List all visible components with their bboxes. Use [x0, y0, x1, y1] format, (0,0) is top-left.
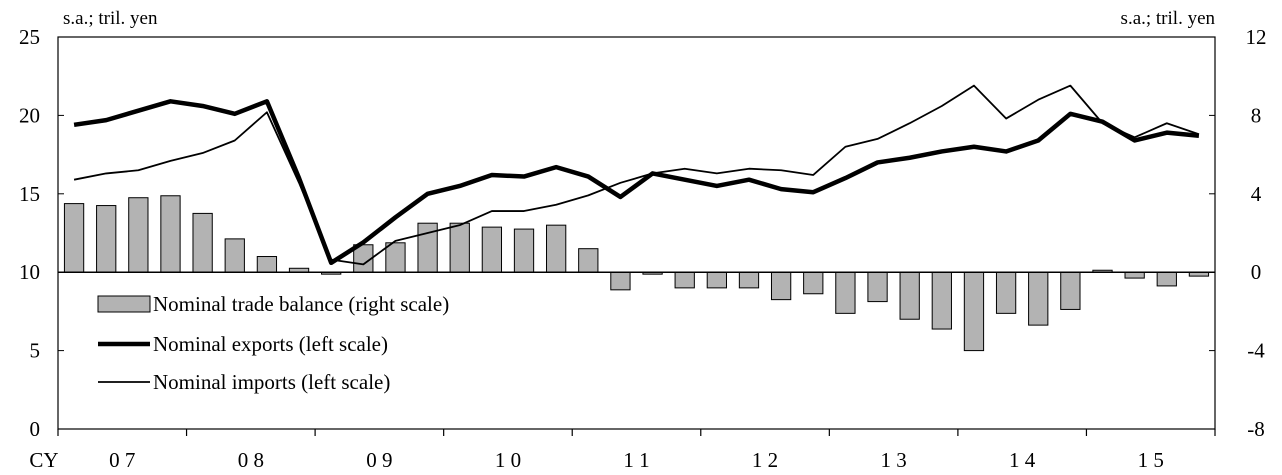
x-year-label: 1 5: [1138, 448, 1164, 472]
trade-balance-bar: [995, 271, 1017, 314]
left-tick-label: 0: [30, 417, 41, 441]
trade-balance-bar: [546, 224, 567, 273]
trade-balance-bar: [610, 271, 631, 291]
trade-balance-bar: [449, 222, 470, 273]
x-axis-prefix: CY: [29, 448, 58, 472]
trade-balance-bar: [578, 248, 599, 273]
x-year-label: 1 4: [1009, 448, 1036, 472]
exports-line: [73, 99, 1200, 266]
imports-line: [73, 84, 1200, 266]
trade-balance-bar: [835, 271, 856, 314]
right-unit-label: s.a.; tril. yen: [1121, 8, 1216, 29]
trade-balance-bar: [770, 271, 792, 301]
legend-label: Nominal imports (left scale): [153, 370, 390, 394]
trade-balance-bar: [481, 226, 503, 273]
trade-lines: [73, 84, 1200, 266]
trade-balance-bar: [963, 271, 985, 352]
trade-balance-bar: [192, 212, 213, 273]
left-tick-label: 20: [19, 103, 40, 127]
left-unit-label: s.a.; tril. yen: [63, 8, 158, 29]
trade-balance-bar: [385, 242, 406, 273]
trade-balance-bars: [63, 195, 1210, 352]
right-tick-label: 8: [1251, 103, 1262, 127]
trade-balance-bar: [706, 271, 727, 289]
right-tick-label: 12: [1246, 25, 1267, 49]
trade-balance-bar: [513, 228, 535, 273]
legend-swatch-bar: [97, 295, 151, 313]
trade-balance-bar: [256, 256, 278, 273]
right-tick-label: -4: [1247, 339, 1265, 363]
trade-balance-bar: [224, 238, 245, 273]
left-tick-label: 5: [30, 339, 41, 363]
legend-label: Nominal trade balance (right scale): [153, 292, 449, 316]
legend: Nominal trade balance (right scale) Nomin…: [97, 292, 449, 394]
x-year-label: 0 9: [366, 448, 392, 472]
axes: 0 5 10 15 20 25 -8 -4 0 4 8 12 0 7 0 8 0 9 1 0 1 1 1 2 1 3…: [19, 25, 1267, 472]
x-year-label: 0 8: [238, 448, 264, 472]
x-year-label: 1 2: [752, 448, 778, 472]
legend-label: Nominal exports (left scale): [153, 332, 388, 356]
x-year-label: 0 7: [109, 448, 135, 472]
trade-balance-bar: [867, 271, 888, 303]
right-tick-label: -8: [1247, 417, 1265, 441]
trade-balance-bar: [63, 203, 85, 273]
trade-balance-bar: [931, 271, 952, 330]
trade-balance-bar: [1060, 271, 1081, 310]
trade-balance-bar: [674, 271, 695, 289]
x-year-label: 1 1: [623, 448, 649, 472]
plot-border: [57, 36, 1216, 430]
x-year-label: 1 3: [880, 448, 906, 472]
trade-balance-bar: [803, 271, 824, 295]
trade-balance-bar: [160, 195, 181, 273]
trade-balance-bar: [738, 271, 760, 289]
trade-balance-bar: [96, 205, 117, 273]
trade-balance-bar: [1156, 271, 1177, 287]
left-tick-label: 25: [19, 25, 40, 49]
left-tick-label: 10: [19, 260, 40, 284]
trade-balance-bar: [1028, 271, 1049, 326]
left-tick-label: 15: [19, 182, 40, 206]
trade-balance-bar: [899, 271, 920, 320]
plot-frame: [57, 36, 1216, 430]
x-year-label: 1 0: [495, 448, 521, 472]
trade-balance-bar: [1124, 271, 1145, 279]
right-tick-label: 4: [1251, 182, 1262, 206]
trade-balance-bar: [128, 197, 149, 273]
right-tick-label: 0: [1251, 260, 1262, 284]
